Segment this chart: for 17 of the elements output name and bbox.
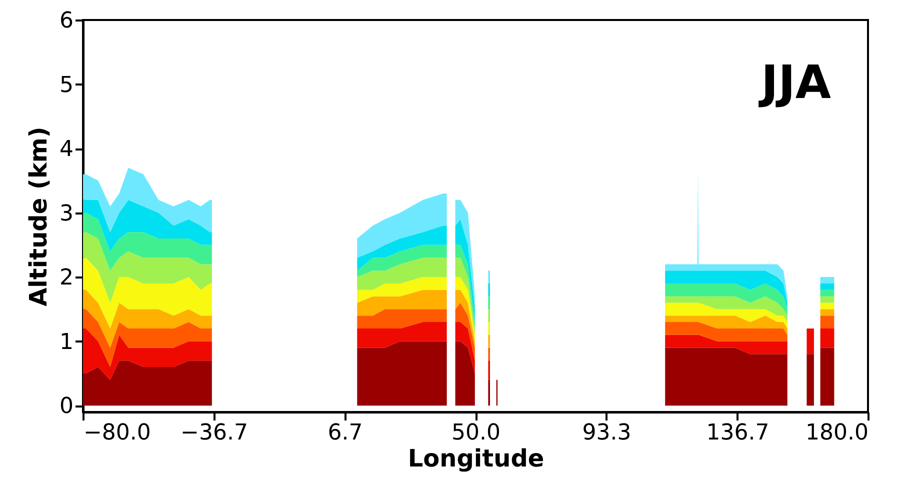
annotation: JJA <box>758 55 832 109</box>
x-tick-label: 6.7 <box>328 420 363 446</box>
y-tick-label: 5 <box>60 72 74 98</box>
y-tick-label: 4 <box>60 137 74 162</box>
x-tick-label: 50.0 <box>452 420 500 446</box>
y-tick-label: 0 <box>60 394 74 420</box>
y-tick-label: 1 <box>60 330 74 355</box>
x-tick-label: −80.0 <box>84 420 151 446</box>
x-tick-label: 93.3 <box>582 420 632 446</box>
y-tick-label: 2 <box>60 266 74 291</box>
x-tick-label: −36.7 <box>180 420 248 446</box>
x-tick-label: 136.7 <box>706 420 770 446</box>
x-axis-title: Longitude <box>408 444 544 472</box>
y-axis-title: Altitude (km) <box>24 126 53 306</box>
y-tick-label: 6 <box>60 8 74 34</box>
x-tick-label: 180.0 <box>806 420 868 446</box>
y-tick-label: 3 <box>60 201 74 226</box>
